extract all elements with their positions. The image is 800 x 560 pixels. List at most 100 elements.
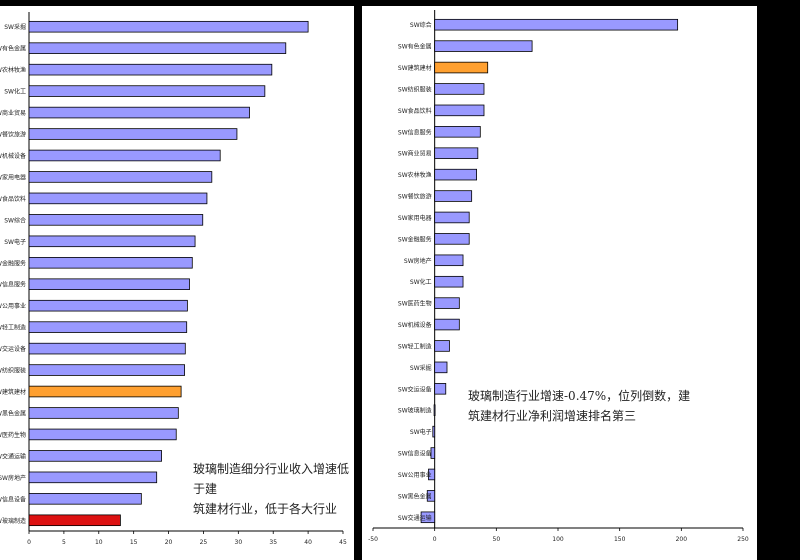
left-category-label: SW餐饮旅游 <box>0 131 26 139</box>
right-bar <box>420 511 436 524</box>
right-category-label: SW交运设备 <box>398 385 432 393</box>
right-bar <box>434 275 464 288</box>
left-category-label: SW化工 <box>4 88 26 96</box>
left-category-label: SW金融服务 <box>0 259 26 267</box>
left-x-tick-label: 30 <box>235 539 243 546</box>
left-bar <box>28 450 162 462</box>
right-x-tick-label: -50 <box>368 536 378 543</box>
right-bar <box>434 361 448 374</box>
right-bar <box>434 190 473 202</box>
left-category-label: SW机械设备 <box>0 152 26 160</box>
left-bar <box>28 407 179 419</box>
right-chart-panel: SW综合 SW有色金属 SW建筑建材 SW纺织服装 SW食品饮料 SW信息服务 SW商业贸易… <box>362 6 757 560</box>
right-bar <box>434 211 470 224</box>
left-bar <box>28 149 221 162</box>
right-bar <box>434 254 464 267</box>
right-bar <box>434 83 485 95</box>
right-category-label: SW纺织服装 <box>398 85 432 93</box>
right-bar <box>434 40 533 52</box>
right-x-tick-label: 0 <box>433 536 437 543</box>
left-annotation: 玻璃制造细分行业收入增速低于建 筑建材行业，低于各大行业 <box>193 462 350 516</box>
right-bar <box>434 126 481 138</box>
right-x-tick-label: 50 <box>493 536 501 543</box>
left-category-label: SW黑色金属 <box>0 409 26 417</box>
left-chart-panel: SW采掘 SW有色金属 SW农林牧渔 SW化工 SW商业贸易 SW餐饮旅游 SW机械设备 SW… <box>0 6 354 560</box>
left-bar <box>28 235 196 248</box>
right-bar <box>434 18 679 31</box>
left-category-label: SW医药生物 <box>0 431 26 439</box>
left-category-label: SW玻璃制造 <box>0 517 26 525</box>
right-category-label: SW金融服务 <box>398 235 432 243</box>
right-category-label: SW采掘 <box>410 364 432 372</box>
left-x-tick-label: 45 <box>339 539 347 546</box>
right-category-label: SW有色金属 <box>398 43 432 51</box>
left-category-label: SW采掘 <box>4 23 26 31</box>
left-category-label: SW家用电器 <box>0 173 26 181</box>
left-bar <box>28 85 266 97</box>
right-category-label: SW电子 <box>410 428 432 436</box>
right-bar <box>434 104 485 117</box>
left-bar <box>28 214 204 226</box>
right-bar <box>434 297 460 309</box>
left-category-label: SW综合 <box>4 216 26 224</box>
right-bar <box>434 383 447 395</box>
left-x-tick-label: 10 <box>95 539 103 546</box>
left-x-tick-label: 40 <box>304 539 312 546</box>
left-x-tick-label: 0 <box>27 539 31 546</box>
right-category-label: SW综合 <box>410 21 432 29</box>
left-bar <box>28 428 177 441</box>
right-bar <box>434 318 460 331</box>
right-category-label: SW玻璃制造 <box>398 407 432 415</box>
left-bar <box>28 493 142 505</box>
left-bar <box>28 364 186 376</box>
left-category-label: SW食品饮料 <box>0 195 26 203</box>
left-bar <box>28 471 158 484</box>
right-category-label: SW食品饮料 <box>398 107 432 115</box>
right-bar <box>430 447 436 459</box>
right-category-label: SW信息服务 <box>398 128 432 136</box>
right-bar <box>434 233 470 245</box>
right-bar <box>434 61 489 74</box>
left-bar <box>28 321 188 333</box>
right-x-tick-label: 150 <box>614 536 626 543</box>
left-category-label: SW建筑建材 <box>0 388 26 396</box>
left-bar <box>28 514 121 527</box>
left-bar-chart: SW采掘 SW有色金属 SW农林牧渔 SW化工 SW商业贸易 SW餐饮旅游 SW机械设备 SW… <box>0 12 347 546</box>
left-x-tick-label: 25 <box>200 539 208 546</box>
right-x-tick-label: 200 <box>676 536 688 543</box>
right-bar <box>434 168 477 181</box>
right-x-tick-label: 250 <box>737 536 749 543</box>
right-category-label: SW医药生物 <box>398 300 432 308</box>
left-category-label: SW纺织服装 <box>0 367 26 375</box>
left-bar <box>28 385 182 398</box>
left-bar <box>28 342 186 355</box>
right-category-label: SW交通运输 <box>398 514 432 522</box>
right-x-tick-label: 100 <box>552 536 564 543</box>
right-bar <box>433 404 436 416</box>
left-x-tick-label: 20 <box>165 539 173 546</box>
left-bar <box>28 20 309 33</box>
right-category-label: SW房地产 <box>404 257 432 265</box>
right-category-label: SW化工 <box>410 278 432 286</box>
right-bar <box>434 147 479 159</box>
right-bar <box>428 468 436 481</box>
left-category-label: SW商业贸易 <box>0 109 26 117</box>
left-bar <box>28 299 188 312</box>
left-category-label: SW交通运输 <box>0 452 26 460</box>
left-x-tick-label: 35 <box>269 539 277 546</box>
left-category-label: SW有色金属 <box>0 45 26 53</box>
left-bar <box>28 171 213 183</box>
right-category-label: SW商业贸易 <box>398 150 432 158</box>
left-bar <box>28 42 287 54</box>
left-category-label: SW交运设备 <box>0 345 26 353</box>
left-category-label: SW房地产 <box>0 474 26 482</box>
left-bar <box>28 278 190 290</box>
left-category-label: SW农林牧渔 <box>0 66 26 74</box>
right-bar <box>434 340 450 352</box>
left-x-tick-label: 15 <box>130 539 138 546</box>
left-bar <box>28 63 273 76</box>
right-category-label: SW信息设备 <box>398 450 432 458</box>
left-category-label: SW信息设备 <box>0 495 26 503</box>
right-bar <box>426 490 436 502</box>
left-category-label: SW电子 <box>4 238 26 246</box>
